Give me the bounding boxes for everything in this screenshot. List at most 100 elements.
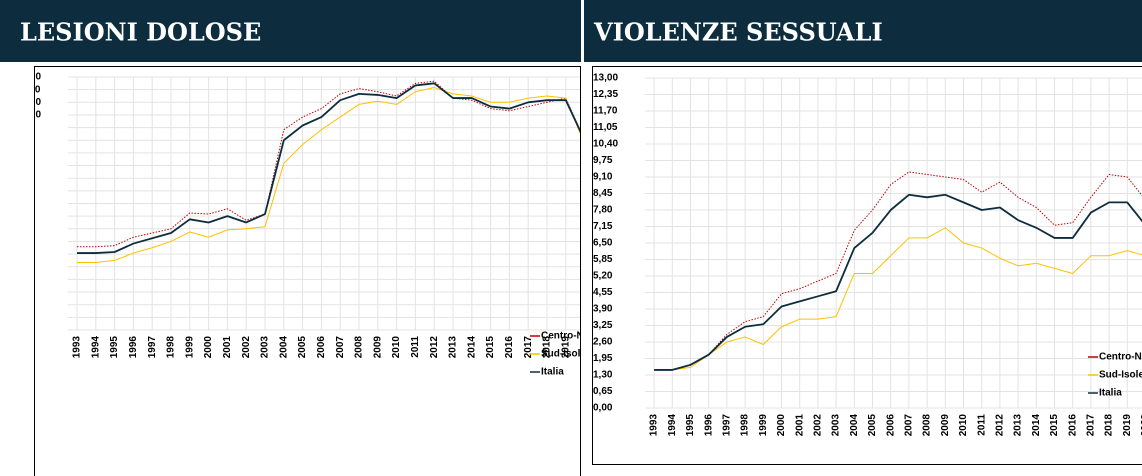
y-tick-label: 36,0 bbox=[16, 249, 36, 260]
x-tick-label: 2011 bbox=[976, 414, 987, 436]
x-tick-label: 1995 bbox=[685, 414, 696, 437]
y-tick-label: 78,0 bbox=[16, 160, 36, 171]
x-tick-label: 2004 bbox=[278, 336, 289, 359]
y-tick-label: 0,0 bbox=[16, 325, 30, 336]
x-tick-label: 2018 bbox=[1104, 414, 1115, 437]
chart-title: LESIONI DOLOSE bbox=[20, 18, 261, 47]
x-tick-label: 2011 bbox=[410, 336, 421, 358]
x-tick-label: 1994 bbox=[667, 414, 678, 437]
y-tick-label: 5,20 bbox=[593, 271, 613, 282]
y-tick-label: 42,0 bbox=[16, 236, 36, 247]
y-tick-label: 1,95 bbox=[593, 353, 613, 364]
x-tick-label: 2001 bbox=[222, 336, 233, 359]
series-line bbox=[654, 193, 1142, 371]
x-tick-label: 2012 bbox=[429, 336, 440, 359]
y-tick-label: 13,00 bbox=[593, 73, 618, 84]
x-tick-label: 2000 bbox=[203, 336, 214, 359]
x-tick-label: 1998 bbox=[166, 336, 177, 359]
x-tick-label: 2003 bbox=[260, 336, 271, 359]
legend-label: Italia bbox=[541, 367, 564, 378]
legend-label: Sud-Isole bbox=[1099, 370, 1142, 381]
x-tick-label: 1999 bbox=[184, 336, 195, 359]
x-tick-label: 1993 bbox=[649, 414, 660, 437]
y-tick-label: 9,10 bbox=[593, 172, 613, 183]
y-tick-label: 12,0 bbox=[16, 299, 36, 310]
x-tick-label: 2020 bbox=[579, 336, 590, 359]
y-tick-label: 8,45 bbox=[593, 188, 613, 199]
panel-frame bbox=[34, 66, 581, 476]
x-tick-label: 2009 bbox=[940, 414, 951, 437]
x-tick-label: 2009 bbox=[372, 336, 383, 359]
legend-label: Centro-Nord bbox=[1099, 352, 1142, 363]
series-line bbox=[77, 80, 580, 248]
x-tick-label: 1995 bbox=[109, 336, 120, 359]
x-tick-label: 1996 bbox=[703, 414, 714, 437]
x-tick-label: 2005 bbox=[867, 414, 878, 437]
y-tick-label: 1,30 bbox=[593, 370, 613, 381]
y-tick-label: 0,00 bbox=[593, 403, 613, 414]
y-tick-label: 24,0 bbox=[16, 274, 36, 285]
y-tick-label: 7,80 bbox=[593, 205, 613, 216]
y-tick-label: 66,0 bbox=[16, 185, 36, 196]
y-tick-label: 114,0 bbox=[16, 84, 41, 95]
y-tick-label: 96,0 bbox=[16, 122, 36, 133]
x-tick-label: 2012 bbox=[995, 414, 1006, 437]
legend-label: Italia bbox=[1099, 388, 1122, 399]
y-tick-label: 4,55 bbox=[593, 287, 613, 298]
x-tick-label: 2014 bbox=[466, 336, 477, 359]
x-tick-label: 2010 bbox=[958, 414, 969, 437]
x-tick-label: 2017 bbox=[1086, 414, 1097, 437]
panel-frame bbox=[592, 66, 1142, 465]
y-tick-label: 6,50 bbox=[593, 238, 613, 249]
y-tick-label: 11,05 bbox=[593, 122, 618, 133]
y-tick-label: 5,85 bbox=[593, 254, 613, 265]
x-tick-label: 2014 bbox=[1031, 414, 1042, 437]
y-tick-label: 60,0 bbox=[16, 198, 36, 209]
x-tick-label: 1997 bbox=[147, 336, 158, 359]
y-tick-label: 12,35 bbox=[593, 89, 618, 100]
x-tick-label: 2008 bbox=[354, 336, 365, 359]
x-tick-label: 2000 bbox=[776, 414, 787, 437]
x-tick-label: 2016 bbox=[504, 336, 515, 359]
y-tick-label: 18,0 bbox=[16, 287, 36, 298]
y-tick-label: 9,75 bbox=[593, 155, 613, 166]
series-line bbox=[654, 227, 1142, 371]
x-tick-label: 2015 bbox=[485, 336, 496, 359]
x-tick-label: 1996 bbox=[128, 336, 139, 359]
x-tick-label: 2013 bbox=[1013, 414, 1024, 437]
x-tick-label: 2006 bbox=[316, 336, 327, 359]
x-tick-label: 2005 bbox=[297, 336, 308, 359]
y-tick-label: 10,40 bbox=[593, 139, 618, 150]
x-tick-label: 2013 bbox=[448, 336, 459, 359]
x-tick-label: 2015 bbox=[1049, 414, 1060, 437]
x-tick-label: 2010 bbox=[391, 336, 402, 359]
series-line bbox=[77, 87, 580, 264]
y-tick-label: 0,65 bbox=[593, 386, 613, 397]
legend-label: Sud-Isole bbox=[541, 349, 586, 360]
x-tick-label: 2006 bbox=[885, 414, 896, 437]
y-tick-label: 3,90 bbox=[593, 304, 613, 315]
x-tick-label: 2007 bbox=[904, 414, 915, 437]
legend-label: Centro-Nord bbox=[541, 331, 600, 342]
y-tick-label: 3,25 bbox=[593, 320, 613, 331]
y-tick-label: 102,0 bbox=[16, 110, 41, 121]
y-tick-label: 84,0 bbox=[16, 148, 36, 159]
y-tick-label: 72,0 bbox=[16, 173, 36, 184]
x-tick-label: 1999 bbox=[758, 414, 769, 437]
y-tick-label: 7,15 bbox=[593, 221, 613, 232]
x-tick-label: 2002 bbox=[241, 336, 252, 359]
y-tick-label: 120,0 bbox=[16, 72, 41, 83]
y-tick-label: 48,0 bbox=[16, 223, 36, 234]
x-tick-label: 2018 bbox=[542, 336, 553, 359]
x-tick-label: 2008 bbox=[922, 414, 933, 437]
x-tick-label: 2020 bbox=[1140, 414, 1142, 437]
x-tick-label: 2019 bbox=[1122, 414, 1133, 437]
x-tick-label: 2003 bbox=[831, 414, 842, 437]
series-line bbox=[654, 171, 1142, 371]
y-tick-label: 108,0 bbox=[16, 97, 41, 108]
chart-panel: 0,00 0,65 1,30 1,95 2,60 3,25 3,90 4,55 5,20 5,85… bbox=[593, 73, 1142, 437]
series-line bbox=[77, 82, 580, 254]
y-tick-label: 54,0 bbox=[16, 211, 36, 222]
header-divider bbox=[581, 0, 584, 62]
